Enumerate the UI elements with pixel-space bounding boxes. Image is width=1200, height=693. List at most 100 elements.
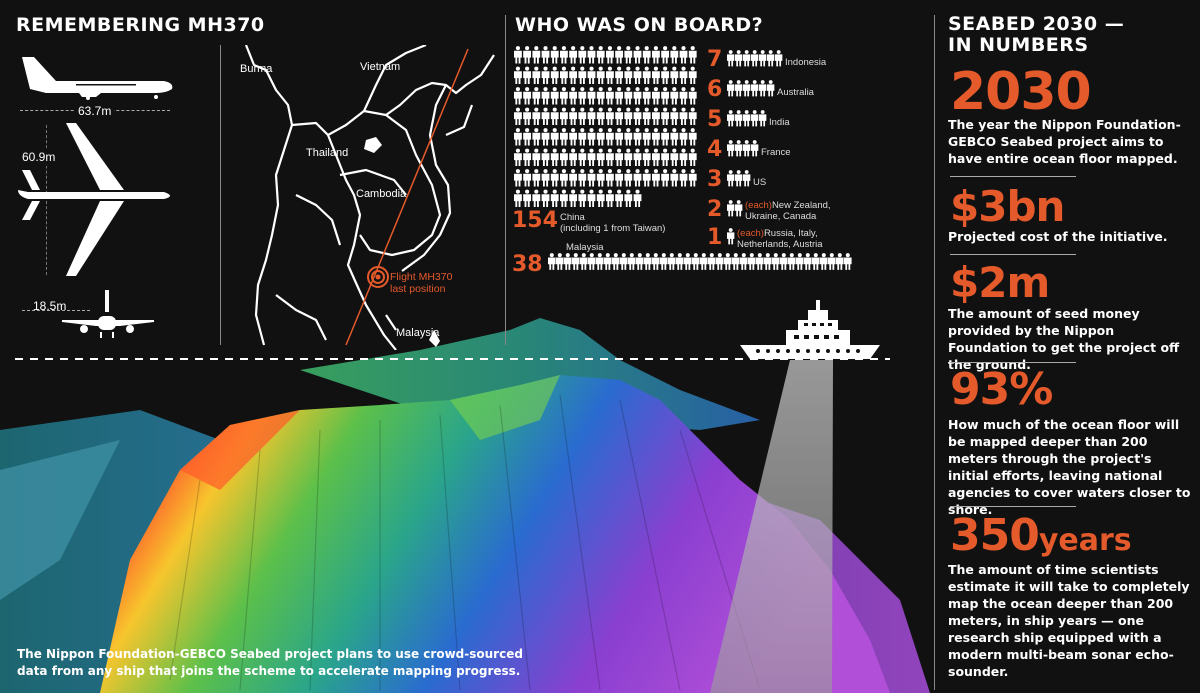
person-icon-head <box>736 140 741 144</box>
person-icon <box>633 112 642 125</box>
person-icon <box>661 71 670 84</box>
person-icon-head <box>744 80 749 84</box>
person-icon <box>743 144 751 157</box>
person-icon-head <box>728 140 733 144</box>
person-icon-head <box>669 253 674 258</box>
person-icon-head <box>626 46 631 51</box>
person-icon-head <box>626 107 631 112</box>
person-icon <box>679 71 688 84</box>
person-icon <box>652 112 660 125</box>
person-icon-head <box>741 253 746 258</box>
country-passenger-icons <box>727 228 735 245</box>
map-label-cambodia: Cambodia <box>356 188 407 200</box>
person-icon-head <box>728 228 733 232</box>
stat-divider <box>950 254 1076 255</box>
plane-side-view <box>22 57 173 100</box>
person-icon <box>514 173 522 187</box>
china-passenger-grid <box>514 46 697 207</box>
china-count: 154 <box>512 208 558 233</box>
person-icon-head <box>635 148 640 153</box>
person-icon-head <box>690 87 695 92</box>
southeast-asia-map <box>244 45 495 350</box>
person-icon-head <box>717 253 722 258</box>
person-icon <box>587 194 596 207</box>
person-icon-head <box>525 107 530 112</box>
person-icon <box>775 54 783 67</box>
person-icon-head <box>589 66 594 71</box>
stat-value-years: 350years <box>950 514 1132 558</box>
person-icon <box>596 91 605 105</box>
person-icon <box>532 50 541 64</box>
person-icon <box>514 112 522 125</box>
person-icon <box>624 112 633 125</box>
person-icon-head <box>598 189 603 194</box>
person-icon-head <box>690 169 695 174</box>
person-icon-head <box>589 46 594 51</box>
person-icon-head <box>605 253 610 258</box>
person-icon <box>606 194 614 207</box>
person-icon <box>560 71 568 84</box>
malaysia-count: 38 <box>512 252 543 277</box>
person-icon-head <box>663 128 668 133</box>
person-icon-head <box>845 253 850 258</box>
person-icon-head <box>637 253 642 258</box>
person-icon <box>587 153 596 166</box>
person-icon <box>587 50 596 64</box>
person-icon-head <box>598 169 603 174</box>
country-name: France <box>761 147 791 158</box>
person-icon-head <box>752 110 757 114</box>
person-icon <box>550 132 559 146</box>
person-icon <box>820 257 828 270</box>
country-passenger-icons <box>727 200 743 217</box>
person-icon-head <box>607 46 612 51</box>
person-icon <box>560 173 568 187</box>
person-icon <box>759 84 767 97</box>
person-icon <box>727 174 735 187</box>
person-icon-head <box>681 128 686 133</box>
person-icon <box>732 257 740 270</box>
person-icon <box>735 54 743 67</box>
person-icon <box>642 91 651 105</box>
person-icon-head <box>561 87 566 92</box>
person-icon-head <box>677 253 682 258</box>
person-icon <box>523 91 532 105</box>
person-icon-head <box>617 148 622 153</box>
person-icon <box>688 112 697 125</box>
flight-last-position-label: Flight MH370 last position <box>390 271 452 295</box>
person-icon <box>578 132 587 146</box>
person-icon-head <box>543 66 548 71</box>
person-icon <box>688 132 697 146</box>
person-icon <box>743 114 751 127</box>
person-icon-head <box>626 87 631 92</box>
stat-divider <box>950 362 1076 363</box>
person-icon <box>812 257 820 270</box>
person-icon-head <box>626 66 631 71</box>
person-icon <box>636 257 644 270</box>
person-icon <box>735 84 743 97</box>
person-icon <box>541 132 550 146</box>
person-icon-head <box>543 169 548 174</box>
person-icon <box>751 144 759 157</box>
person-icon-head <box>552 46 557 51</box>
person-icon-head <box>613 253 618 258</box>
malaysia-passenger-row <box>548 253 852 270</box>
person-icon <box>569 132 578 146</box>
person-icon <box>572 257 580 270</box>
person-icon <box>615 173 624 187</box>
person-icon-head <box>635 66 640 71</box>
person-icon-head <box>626 169 631 174</box>
person-icon <box>727 204 735 217</box>
person-icon <box>670 132 679 146</box>
person-icon <box>661 153 670 166</box>
person-icon-head <box>571 128 576 133</box>
stat-value-years-unit: years <box>1038 523 1132 558</box>
seabed-title-line1: SEABED 2030 — <box>948 13 1125 35</box>
person-icon-head <box>653 148 658 153</box>
person-icon <box>532 91 541 105</box>
person-icon <box>661 173 670 187</box>
person-icon <box>670 91 679 105</box>
person-icon-head <box>580 107 585 112</box>
person-icon <box>780 257 788 270</box>
person-icon <box>633 132 642 146</box>
